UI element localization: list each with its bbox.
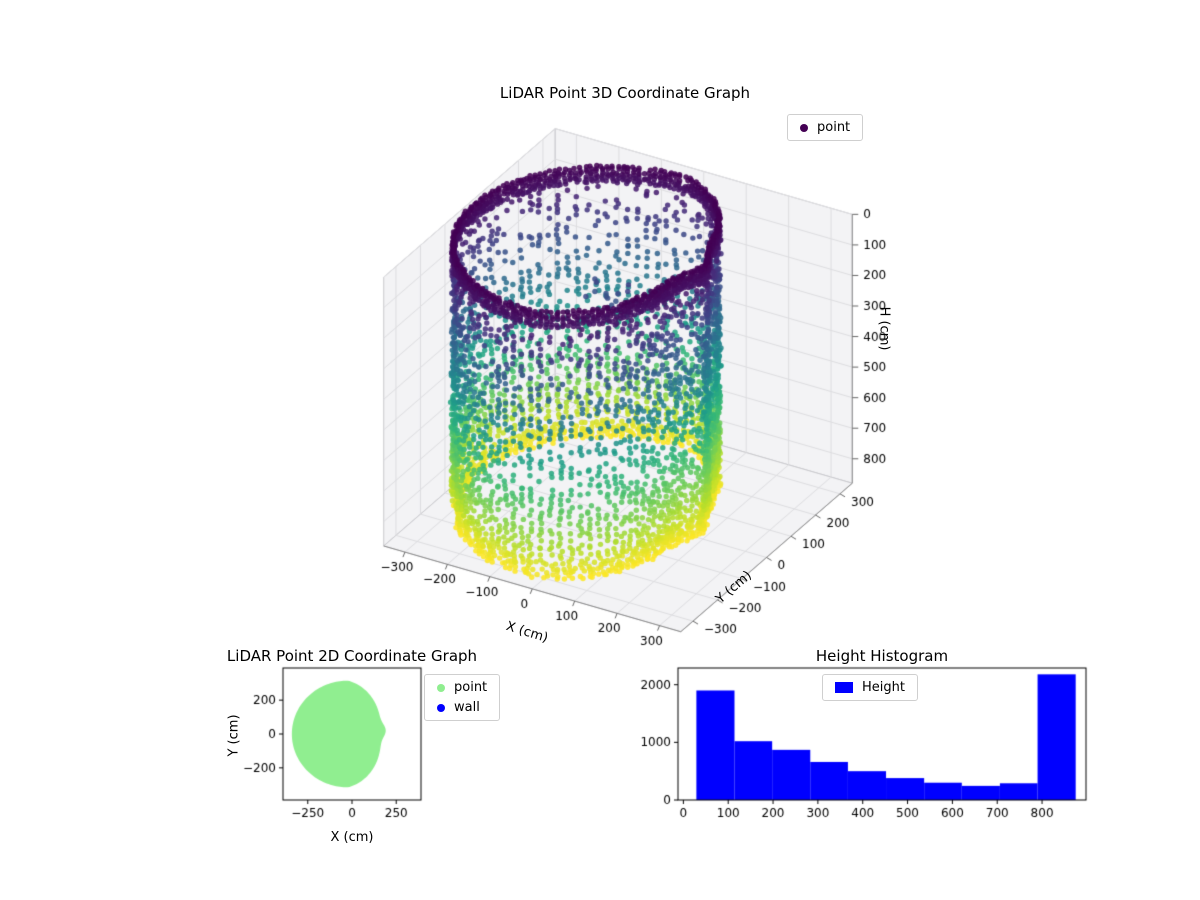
plot2d-legend: point wall xyxy=(424,674,501,721)
histogram-height-marker-icon xyxy=(835,682,853,693)
plot2d-title: LiDAR Point 2D Coordinate Graph xyxy=(226,647,478,665)
plot3d-legend-label: point xyxy=(817,120,851,135)
plot2d-point-marker-icon xyxy=(437,683,445,692)
plot2d-xlabel: X (cm) xyxy=(330,830,374,845)
point-marker-icon xyxy=(800,123,808,132)
plot2d-ylabel: Y (cm) xyxy=(226,714,242,757)
histogram-legend-label: Height xyxy=(862,680,905,695)
plot3d-zlabel: H (cm) xyxy=(876,306,892,351)
plot2d-legend-item-wall: wall xyxy=(437,700,487,715)
plot3d-legend: point xyxy=(787,114,864,141)
plot2d-legend-label-point: point xyxy=(454,680,488,695)
histogram-legend-item-height: Height xyxy=(835,680,905,695)
histogram-title: Height Histogram xyxy=(815,647,949,665)
plot2d-wall-marker-icon xyxy=(437,703,445,712)
plot3d-title: LiDAR Point 3D Coordinate Graph xyxy=(499,84,751,102)
histogram-legend: Height xyxy=(822,674,918,701)
plot2d-legend-label-wall: wall xyxy=(454,700,480,715)
plot3d-legend-item-point: point xyxy=(800,120,850,135)
plot2d-legend-item-point: point xyxy=(437,680,487,695)
